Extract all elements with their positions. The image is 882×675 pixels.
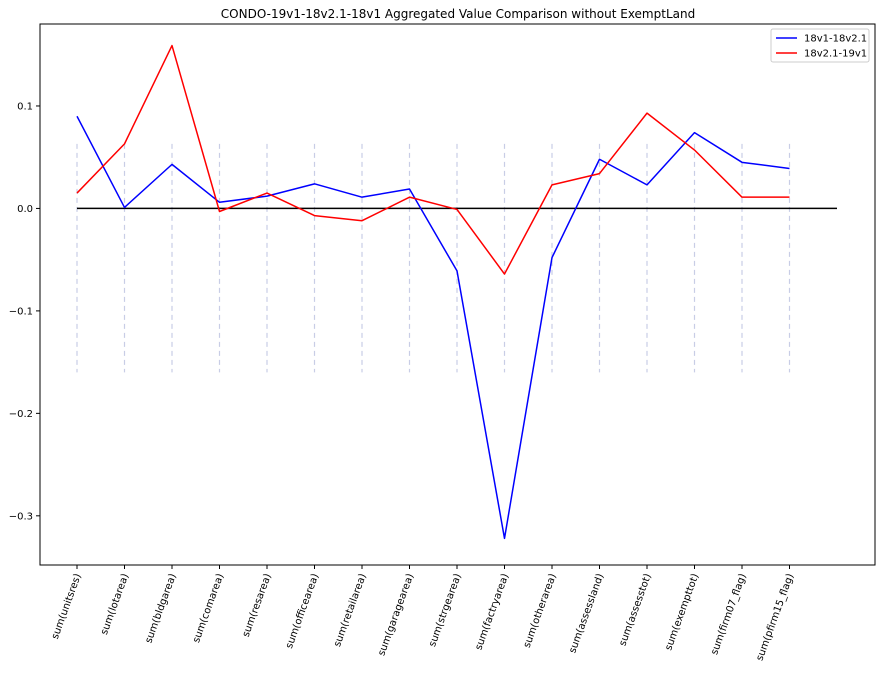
x-tick-label: sum(strgearea) (427, 572, 464, 648)
x-tick-label: sum(officearea) (284, 572, 321, 650)
plot-area-frame (39, 23, 876, 566)
y-tick-label: −0.3 (9, 511, 33, 522)
x-tick-label: sum(otherarea) (522, 572, 559, 649)
x-tick-label: sum(exempttot) (663, 572, 701, 652)
legend: 18v1-18v2.1 18v2.1-19v1 (770, 28, 870, 63)
y-axis: 0.1 0.0 −0.1 −0.2 −0.3 (9, 101, 40, 522)
x-tick-label: sum(garagearea) (376, 572, 416, 657)
x-tick-label: sum(unitsres) (50, 572, 84, 641)
x-axis: sum(unitsres) sum(lotarea) sum(bldgarea) su… (50, 565, 796, 662)
series-line-1 (76, 115, 790, 540)
chart-title: CONDO-19v1-18v2.1-18v1 Aggregated Value … (221, 7, 695, 21)
x-tick-label: sum(comarea) (191, 572, 226, 644)
series-lines (76, 44, 790, 540)
x-tick-label: sum(assessland) (567, 572, 606, 655)
x-tick-label: sum(resarea) (241, 572, 274, 638)
x-tick-label: sum(factryarea) (473, 572, 511, 651)
y-tick-label: −0.1 (9, 306, 33, 317)
category-guides (76, 143, 791, 373)
x-tick-label: sum(lotarea) (99, 572, 131, 636)
y-tick-label: 0.0 (17, 204, 33, 215)
legend-label: 18v2.1-19v1 (804, 49, 867, 60)
legend-label: 18v1-18v2.1 (804, 34, 867, 45)
x-tick-label: sum(firm07_flag) (709, 572, 749, 656)
x-tick-label: sum(pfirm15_flag) (755, 572, 797, 662)
x-tick-label: sum(bldgarea) (143, 572, 178, 645)
series-line-2 (76, 44, 790, 275)
y-tick-label: −0.2 (9, 409, 33, 420)
x-tick-label: sum(assesstot) (617, 572, 653, 647)
x-tick-label: sum(retailarea) (332, 572, 369, 648)
y-tick-label: 0.1 (17, 101, 33, 112)
